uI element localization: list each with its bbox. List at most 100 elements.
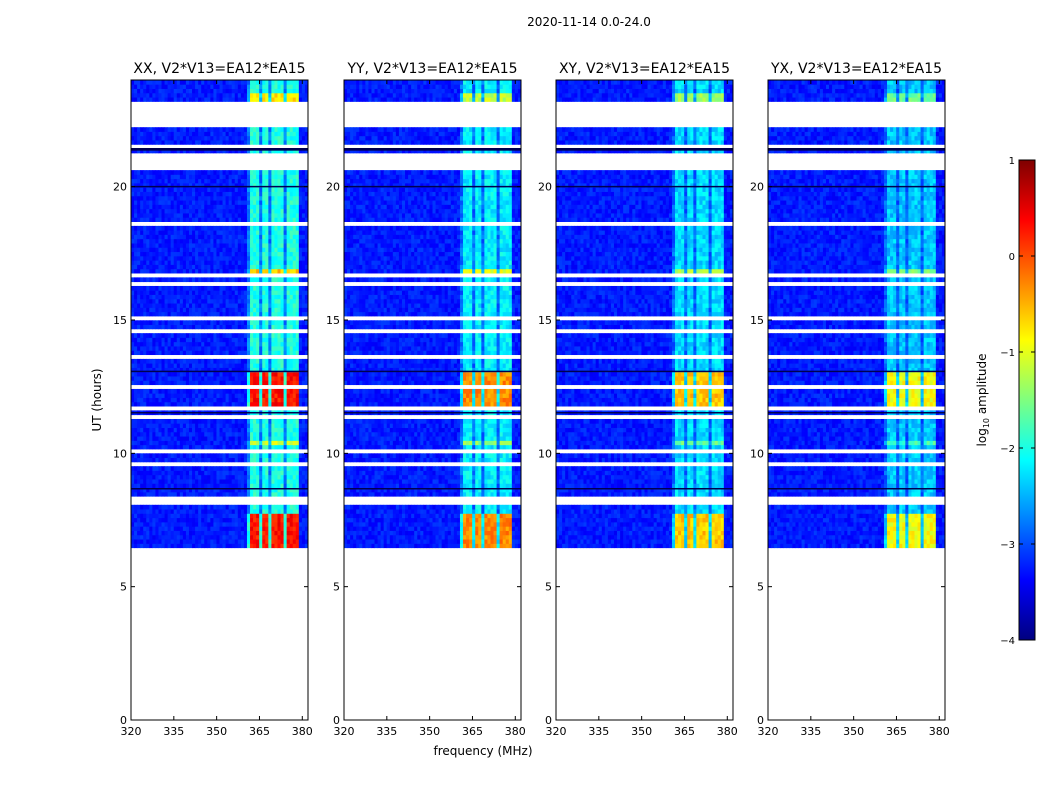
heatmap-cell — [225, 320, 230, 325]
heatmap-cell — [167, 539, 172, 544]
heatmap-cell — [304, 513, 309, 519]
heatmap-cell — [292, 80, 297, 85]
heatmap-cell — [295, 431, 300, 437]
heatmap-cell — [164, 277, 169, 283]
heatmap-cell — [140, 131, 144, 137]
heatmap-cell — [237, 182, 242, 188]
heatmap-cell — [164, 418, 169, 424]
heatmap-cell — [274, 427, 278, 433]
heatmap-cell — [228, 204, 233, 210]
heatmap-cell — [204, 380, 208, 386]
heatmap-cell — [185, 539, 190, 544]
heatmap-cell — [225, 376, 230, 381]
heatmap-cell — [280, 238, 284, 244]
heatmap-cell — [167, 277, 172, 283]
heatmap-cell — [280, 294, 284, 300]
heatmap-cell — [207, 131, 211, 137]
heatmap-cell — [237, 470, 242, 476]
heatmap-cell — [298, 140, 303, 145]
heatmap-cell — [246, 140, 251, 145]
heatmap-cell — [265, 238, 269, 244]
heatmap-cell — [152, 255, 156, 261]
heatmap-cell — [176, 285, 181, 291]
heatmap-cell — [274, 470, 278, 476]
heatmap-cell — [286, 371, 291, 377]
heatmap-cell — [149, 290, 153, 295]
heatmap-cell — [185, 517, 190, 523]
heatmap-cell — [228, 84, 233, 89]
heatmap-cell — [210, 543, 214, 549]
heatmap-cell — [219, 543, 223, 549]
heatmap-cell — [231, 444, 236, 450]
heatmap-cell — [231, 333, 236, 338]
heatmap-cell — [167, 307, 172, 313]
heatmap-cell — [195, 371, 199, 377]
heatmap-cell — [182, 324, 187, 330]
heatmap-cell — [280, 457, 284, 463]
heatmap-cell — [195, 294, 199, 300]
heatmap-cell — [182, 238, 187, 244]
heatmap-cell — [219, 230, 223, 235]
heatmap-cell — [228, 388, 233, 394]
heatmap-cell — [134, 174, 138, 180]
heatmap-cell — [289, 418, 294, 424]
heatmap-cell — [182, 268, 187, 274]
heatmap-cell — [219, 135, 223, 141]
heatmap-cell — [262, 178, 266, 184]
heatmap-cell — [143, 376, 147, 381]
heatmap-cell — [176, 479, 181, 484]
heatmap-cell — [146, 431, 150, 437]
heatmap-cell — [271, 174, 275, 180]
heatmap-cell — [225, 324, 230, 330]
heatmap-cell — [213, 388, 217, 394]
heatmap-cell — [301, 457, 306, 463]
heatmap-cell — [179, 513, 184, 519]
heatmap-cell — [231, 341, 236, 347]
heatmap-cell — [173, 474, 178, 480]
heatmap-cell — [231, 539, 236, 544]
heatmap-cell — [146, 191, 150, 197]
heatmap-cell — [188, 217, 193, 222]
heatmap-cell — [231, 170, 236, 175]
heatmap-cell — [207, 397, 211, 403]
heatmap-cell — [207, 320, 211, 325]
heatmap-cell — [146, 174, 150, 180]
heatmap-cell — [274, 255, 278, 261]
heatmap-cell — [262, 470, 266, 476]
heatmap-cell — [188, 350, 193, 356]
heatmap-cell — [222, 466, 226, 471]
heatmap-cell — [131, 191, 135, 197]
heatmap-cell — [185, 530, 190, 536]
heatmap-cells — [131, 80, 309, 549]
heatmap-cell — [222, 397, 226, 403]
heatmap-cell — [140, 401, 144, 407]
heatmap-cell — [152, 431, 156, 437]
heatmap-cell — [146, 333, 150, 338]
heatmap-cell — [185, 264, 190, 270]
heatmap-cell — [188, 474, 193, 480]
heatmap-cell — [149, 324, 153, 330]
heatmap-cell — [131, 350, 135, 356]
heatmap-cell — [268, 294, 272, 300]
heatmap-cell — [146, 311, 150, 317]
heatmap-cell — [262, 234, 266, 240]
heatmap-cell — [286, 92, 291, 98]
heatmap-cell — [207, 380, 211, 386]
heatmap-cell — [213, 131, 217, 137]
heatmap-cell — [280, 251, 284, 257]
heatmap-cell — [198, 521, 202, 527]
heatmap-cell — [274, 264, 278, 270]
heatmap-cell — [240, 303, 245, 308]
heatmap-cell — [195, 187, 199, 192]
heatmap-cell — [167, 397, 172, 403]
heatmap-cell — [173, 191, 178, 197]
heatmap-cell — [295, 436, 300, 441]
heatmap-cell — [158, 324, 162, 330]
heatmap-cell — [246, 341, 251, 347]
heatmap-cell — [253, 238, 257, 244]
heatmap-cell — [222, 298, 226, 304]
heatmap-cell — [289, 191, 294, 197]
heatmap-cell — [277, 230, 281, 235]
heatmap-cell — [222, 230, 226, 235]
heatmap-cell — [246, 539, 251, 544]
